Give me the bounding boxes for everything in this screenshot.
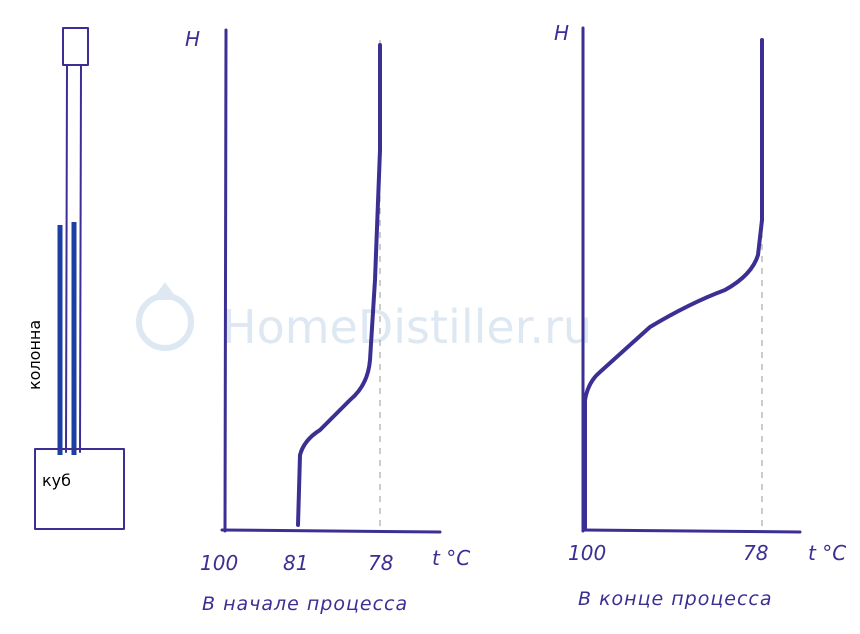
profile-start: H 100 81 78 t °C В начале процесса	[185, 27, 470, 615]
tick-label: 81	[283, 551, 308, 575]
caption: В начале процесса	[202, 593, 408, 615]
column-wall	[65, 64, 68, 453]
tick-label: 78	[743, 541, 768, 565]
watermark-drop	[152, 282, 178, 300]
watermark-text: HomeDistiller.ru	[222, 300, 592, 354]
column-top	[62, 27, 89, 66]
column-wall	[79, 64, 82, 453]
watermark: HomeDistiller.ru	[136, 282, 592, 354]
h-axis	[223, 28, 228, 533]
t-axis	[581, 528, 802, 534]
tick-label: 100	[200, 551, 238, 575]
t-axis	[220, 528, 442, 534]
y-axis-label: H	[185, 27, 200, 51]
tick-label: 78	[368, 551, 393, 575]
tick-label: 100	[568, 541, 606, 565]
x-axis-label: t °C	[432, 546, 470, 570]
temperature-curve	[583, 38, 764, 530]
watermark-icon	[136, 293, 194, 351]
cube-label: куб	[42, 471, 71, 490]
cube	[34, 448, 125, 530]
column-label: колонна	[25, 320, 44, 390]
column: куб колонна	[25, 27, 125, 530]
y-axis-label: H	[554, 21, 569, 45]
x-axis-label: t °C	[808, 541, 846, 565]
caption: В конце процесса	[578, 588, 773, 610]
profile-end: H 100 78 t °C В конце процесса	[554, 21, 846, 610]
temperature-curve	[296, 43, 382, 527]
